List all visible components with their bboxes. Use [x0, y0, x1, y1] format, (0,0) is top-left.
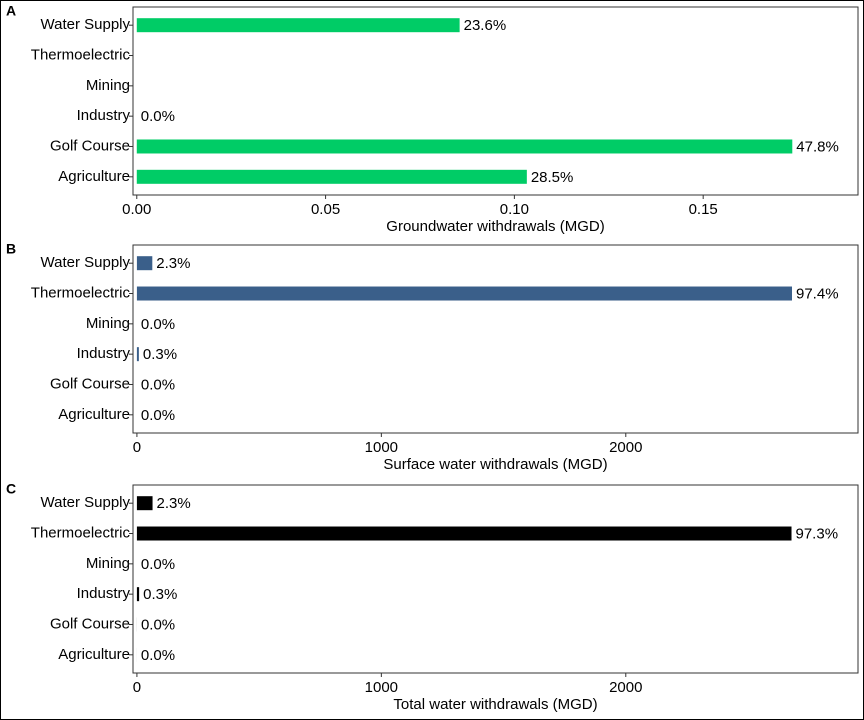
value-label: 23.6%: [464, 17, 507, 34]
x-tick-label: 1000: [365, 679, 398, 696]
value-label: 0.3%: [143, 346, 177, 363]
y-tick-label: Agriculture: [58, 168, 130, 185]
y-tick-label: Mining: [86, 77, 130, 94]
value-label: 0.0%: [141, 556, 175, 573]
value-label: 0.3%: [143, 586, 177, 603]
value-label: 2.3%: [156, 255, 190, 272]
plot-frame: [132, 484, 859, 674]
value-label: 0.0%: [141, 376, 175, 393]
x-tick-label: 0.00: [122, 201, 151, 218]
x-axis-title: Groundwater withdrawals (MGD): [386, 218, 604, 235]
value-label: 0.0%: [141, 647, 175, 664]
y-tick-label: Water Supply: [41, 16, 131, 33]
value-label: 97.4%: [796, 285, 839, 302]
x-tick-label: 0: [133, 439, 141, 456]
value-label: 0.0%: [141, 316, 175, 333]
value-label: 0.0%: [141, 616, 175, 633]
bar: [136, 496, 153, 511]
bar: [136, 587, 140, 602]
x-tick-label: 2000: [609, 439, 642, 456]
x-tick-label: 0: [133, 679, 141, 696]
y-tick-label: Industry: [77, 107, 131, 124]
bar: [136, 256, 153, 271]
y-tick-label: Water Supply: [41, 494, 131, 511]
x-tick-label: 0.15: [689, 201, 718, 218]
plot-frame: [132, 244, 859, 434]
panel-label: B: [6, 241, 16, 257]
x-tick-label: 0.05: [311, 201, 340, 218]
panel-label: C: [6, 481, 16, 497]
y-tick-label: Golf Course: [50, 137, 130, 154]
y-tick-label: Agriculture: [58, 406, 130, 423]
bar: [136, 139, 793, 154]
x-tick-label: 1000: [365, 439, 398, 456]
plot-frame: [132, 6, 859, 196]
x-axis-title: Total water withdrawals (MGD): [393, 696, 597, 713]
y-tick-label: Thermoelectric: [31, 284, 131, 301]
x-axis-title: Surface water withdrawals (MGD): [383, 456, 607, 473]
value-label: 97.3%: [796, 525, 839, 542]
value-label: 28.5%: [531, 169, 574, 186]
y-tick-label: Water Supply: [41, 254, 131, 271]
y-tick-label: Thermoelectric: [31, 46, 131, 63]
value-label: 0.0%: [141, 407, 175, 424]
value-label: 0.0%: [141, 108, 175, 125]
value-label: 47.8%: [796, 138, 839, 155]
bar: [136, 347, 139, 362]
y-tick-label: Thermoelectric: [31, 524, 131, 541]
y-tick-label: Industry: [77, 345, 131, 362]
x-tick-label: 0.10: [500, 201, 529, 218]
y-tick-label: Golf Course: [50, 615, 130, 632]
y-tick-label: Agriculture: [58, 646, 130, 663]
x-tick-label: 2000: [609, 679, 642, 696]
bar: [136, 169, 527, 184]
bar: [136, 18, 460, 33]
bar: [136, 526, 792, 541]
y-tick-label: Mining: [86, 315, 130, 332]
y-tick-label: Golf Course: [50, 375, 130, 392]
y-tick-label: Industry: [77, 585, 131, 602]
y-tick-label: Mining: [86, 555, 130, 572]
bar: [136, 286, 793, 301]
value-label: 2.3%: [157, 495, 191, 512]
panel-label: A: [6, 3, 16, 19]
